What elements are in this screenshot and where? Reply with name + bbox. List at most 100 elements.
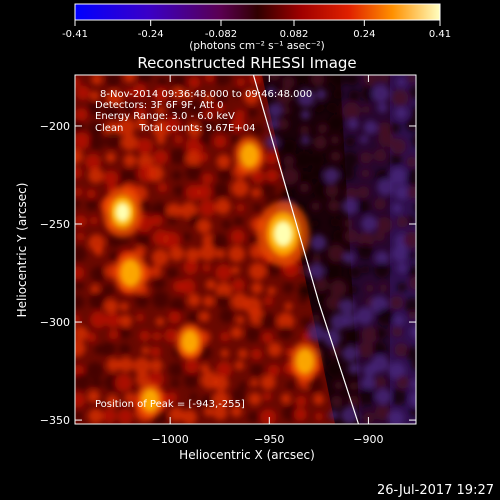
texture-blob [117, 118, 136, 136]
texture-blob [75, 187, 83, 197]
texture-blob [389, 295, 404, 310]
texture-blob [152, 331, 162, 341]
texture-blob [260, 182, 276, 198]
texture-blob [151, 249, 169, 267]
texture-blob [396, 77, 406, 87]
texture-blob [185, 247, 201, 263]
texture-blob [121, 134, 138, 151]
texture-blob [275, 88, 293, 105]
texture-blob [281, 75, 295, 89]
texture-blob [170, 378, 180, 388]
texture-blob [264, 151, 278, 165]
texture-blob [395, 106, 408, 120]
texture-blob [221, 219, 232, 230]
y-tick-label: −350 [40, 414, 70, 427]
texture-blob [373, 149, 387, 162]
texture-blob [260, 409, 277, 424]
texture-blob [389, 167, 407, 185]
texture-blob [309, 263, 325, 279]
texture-blob [252, 203, 262, 212]
texture-blob [213, 75, 232, 87]
texture-blob [167, 214, 178, 225]
colorbar-ticks [74, 20, 441, 26]
texture-blob [314, 412, 324, 421]
texture-blob [310, 234, 327, 251]
texture-blob [172, 87, 184, 99]
texture-blob [307, 324, 325, 342]
texture-blob [251, 282, 263, 295]
texture-blob [102, 284, 115, 297]
texture-blob [411, 134, 416, 148]
texture-blob [198, 118, 216, 135]
texture-blob [75, 280, 84, 291]
texture-blob [348, 285, 358, 294]
colorbar-tick-label: -0.41 [62, 29, 88, 40]
texture-blob [216, 361, 233, 378]
image-texture [75, 75, 416, 424]
texture-blob [342, 313, 357, 328]
texture-blob [323, 167, 340, 184]
colorbar-tick-labels: -0.41 -0.24 -0.082 0.082 0.24 0.41 [62, 29, 451, 40]
texture-blob [152, 149, 169, 165]
texture-blob [280, 393, 292, 404]
texture-blob [180, 278, 196, 295]
texture-blob [169, 246, 185, 262]
texture-blob [136, 137, 154, 155]
texture-blob [212, 405, 228, 421]
texture-blob [311, 201, 321, 211]
texture-blob [88, 291, 107, 310]
texture-blob [75, 295, 85, 309]
texture-blob [231, 179, 249, 197]
texture-blob [283, 155, 295, 167]
texture-blob [125, 89, 134, 98]
texture-blob [118, 327, 131, 339]
texture-blob [169, 148, 187, 165]
texture-blob [198, 132, 211, 146]
texture-blob [357, 243, 374, 260]
texture-blob [231, 388, 246, 403]
texture-blob [314, 277, 329, 292]
texture-blob [88, 234, 105, 252]
texture-blob [362, 105, 371, 114]
texture-blob [230, 405, 243, 418]
texture-blob [409, 85, 416, 99]
y-axis-label: Heliocentric Y (arcsec) [15, 183, 29, 318]
texture-blob [75, 132, 91, 150]
texture-blob [204, 75, 215, 83]
texture-blob [327, 102, 338, 113]
texture-blob [214, 198, 231, 215]
info-energy-range: Energy Range: 3.0 - 6.0 keV [95, 111, 235, 122]
texture-blob [86, 332, 97, 343]
texture-blob [334, 381, 343, 390]
texture-blob [301, 332, 310, 342]
texture-blob [360, 376, 376, 391]
y-tick-label: −300 [40, 316, 70, 329]
texture-blob [329, 75, 347, 87]
texture-blob [213, 182, 230, 199]
texture-blob [409, 390, 416, 408]
texture-blob [328, 199, 340, 212]
texture-blob [361, 265, 370, 274]
texture-blob [267, 286, 276, 296]
texture-blob [199, 244, 217, 261]
texture-blob [250, 363, 264, 377]
texture-blob [213, 91, 228, 106]
texture-blob [378, 131, 394, 148]
texture-blob [91, 75, 103, 85]
colorbar [74, 3, 441, 21]
colorbar-tick-label: 0.41 [429, 29, 451, 40]
texture-blob [307, 377, 324, 394]
texture-blob [150, 346, 161, 358]
texture-blob [234, 109, 245, 120]
texture-blob [149, 265, 162, 278]
texture-blob [342, 101, 361, 120]
texture-blob [75, 373, 91, 391]
texture-blob [88, 167, 104, 184]
texture-blob [174, 135, 184, 144]
texture-blob [233, 216, 244, 226]
texture-blob [284, 302, 293, 311]
texture-blob [132, 83, 147, 99]
texture-blob [151, 214, 163, 227]
texture-blob [157, 182, 168, 193]
